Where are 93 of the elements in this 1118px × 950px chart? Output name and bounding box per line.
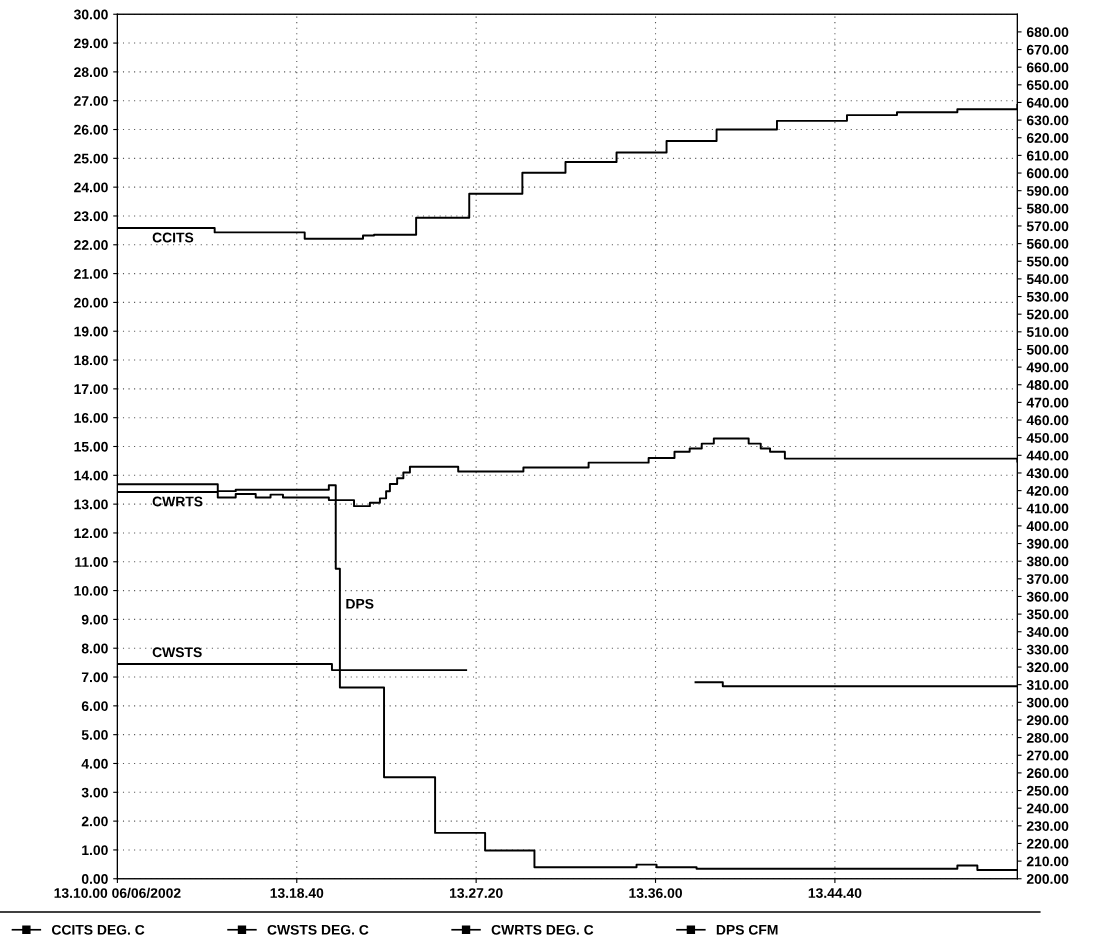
y2-tick-label: 640.00 <box>1026 97 1069 108</box>
y2-tick-label: 500.00 <box>1026 344 1069 355</box>
y2-tick-label: 250.00 <box>1026 785 1069 796</box>
y2-tick-label: 490.00 <box>1026 362 1069 373</box>
y2-tick-label: 480.00 <box>1026 380 1069 390</box>
y2-tick-label: 520.00 <box>1026 309 1069 320</box>
x-tick-label: 13.36.00 <box>629 888 682 898</box>
legend-label: CWRTS DEG. C <box>491 924 594 935</box>
y2-tick-label: 280.00 <box>1026 732 1069 743</box>
y2-tick-label: 270.00 <box>1026 750 1069 761</box>
y2-tick-label: 290.00 <box>1026 715 1069 726</box>
y2-tick-label: 510.00 <box>1026 327 1069 337</box>
y-tick-label: 18.00 <box>74 355 108 366</box>
annotation: DPS <box>346 598 374 609</box>
y-tick-label: 19.00 <box>74 326 108 337</box>
y-tick-label: 3.00 <box>81 787 108 798</box>
y2-tick-label: 230.00 <box>1026 821 1069 832</box>
y2-tick-label: 340.00 <box>1026 627 1069 637</box>
y2-tick-label: 430.00 <box>1026 468 1069 479</box>
y-tick-label: 25.00 <box>74 153 108 164</box>
y-tick-label: 12.00 <box>74 528 108 539</box>
y-tick-label: 0.00 <box>81 874 108 884</box>
y2-tick-label: 670.00 <box>1026 44 1069 55</box>
y2-tick-label: 650.00 <box>1026 80 1069 90</box>
annotation: CWRTS <box>152 496 203 507</box>
y-tick-label: 5.00 <box>81 730 108 740</box>
y-tick-label: 6.00 <box>81 701 108 712</box>
x-tick-label: 13.10.00 06/06/2002 <box>54 887 181 899</box>
x-tick-label: 13.27.20 <box>449 888 503 898</box>
y2-tick-label: 200.00 <box>1026 874 1069 884</box>
y-tick-label: 7.00 <box>81 672 108 683</box>
y-tick-label: 17.00 <box>74 384 108 395</box>
y2-tick-label: 310.00 <box>1026 680 1069 690</box>
y2-tick-label: 560.00 <box>1026 238 1069 249</box>
y-tick-label: 8.00 <box>81 643 108 654</box>
y2-tick-label: 320.00 <box>1026 662 1069 673</box>
y2-tick-label: 680.00 <box>1026 27 1069 38</box>
y-tick-label: 27.00 <box>74 96 108 106</box>
y2-tick-label: 220.00 <box>1026 838 1069 849</box>
y2-tick-label: 540.00 <box>1026 274 1069 285</box>
y2-tick-label: 580.00 <box>1026 203 1069 214</box>
y2-tick-label: 460.00 <box>1026 415 1069 426</box>
y2-tick-label: 470.00 <box>1026 397 1069 408</box>
legend-label: DPS CFM <box>716 924 778 935</box>
y2-tick-label: 360.00 <box>1026 591 1069 602</box>
y2-tick-label: 260.00 <box>1026 768 1069 779</box>
y-tick-label: 13.00 <box>74 499 108 510</box>
y-tick-label: 30.00 <box>73 9 108 20</box>
y2-tick-label: 240.00 <box>1026 803 1069 814</box>
y-tick-label: 21.00 <box>74 268 108 279</box>
y-tick-label: 9.00 <box>81 614 108 625</box>
y-tick-label: 22.00 <box>74 240 108 250</box>
legend-label: CCITS DEG. C <box>51 924 145 935</box>
y2-tick-label: 590.00 <box>1026 186 1069 196</box>
y2-tick-label: 570.00 <box>1026 221 1069 232</box>
y2-tick-label: 300.00 <box>1026 697 1069 708</box>
y-tick-label: 23.00 <box>74 211 108 222</box>
y2-tick-label: 600.00 <box>1026 168 1069 179</box>
y2-tick-label: 210.00 <box>1026 856 1069 867</box>
y2-tick-label: 420.00 <box>1026 485 1069 496</box>
y2-tick-label: 410.00 <box>1026 503 1069 514</box>
y-tick-label: 14.00 <box>74 470 108 481</box>
y2-tick-label: 390.00 <box>1026 538 1069 549</box>
y-tick-label: 2.00 <box>81 816 108 827</box>
y2-tick-label: 440.00 <box>1026 450 1069 461</box>
y-tick-label: 10.00 <box>74 585 108 596</box>
y-tick-label: 11.00 <box>75 557 108 567</box>
y2-tick-label: 370.00 <box>1026 574 1069 585</box>
y-tick-label: 26.00 <box>74 124 108 135</box>
y-tick-label: 4.00 <box>81 758 108 769</box>
y-tick-label: 20.00 <box>74 297 108 308</box>
y-tick-label: 1.00 <box>82 845 108 856</box>
y-tick-label: 28.00 <box>74 67 108 78</box>
y2-tick-label: 550.00 <box>1026 256 1069 267</box>
y2-tick-label: 400.00 <box>1026 521 1069 532</box>
y2-tick-label: 620.00 <box>1026 133 1069 143</box>
y-tick-label: 15.00 <box>74 441 108 452</box>
y2-tick-label: 630.00 <box>1026 115 1069 126</box>
y-tick-label: 24.00 <box>74 182 108 193</box>
y-tick-label: 16.00 <box>74 413 108 423</box>
y2-tick-label: 610.00 <box>1026 150 1069 161</box>
y2-tick-label: 330.00 <box>1026 644 1069 655</box>
x-tick-label: 13.18.40 <box>270 888 324 898</box>
y2-tick-label: 380.00 <box>1026 556 1069 567</box>
x-tick-label: 13.44.40 <box>808 888 862 898</box>
annotation: CCITS <box>152 232 194 243</box>
y-tick-label: 29.00 <box>74 38 108 49</box>
y2-tick-label: 450.00 <box>1026 433 1069 443</box>
y2-tick-label: 660.00 <box>1026 62 1069 73</box>
legend-label: CWSTS DEG. C <box>267 924 369 935</box>
annotation: CWSTS <box>152 647 202 658</box>
y2-tick-label: 530.00 <box>1026 291 1069 302</box>
y2-tick-label: 350.00 <box>1026 609 1069 620</box>
